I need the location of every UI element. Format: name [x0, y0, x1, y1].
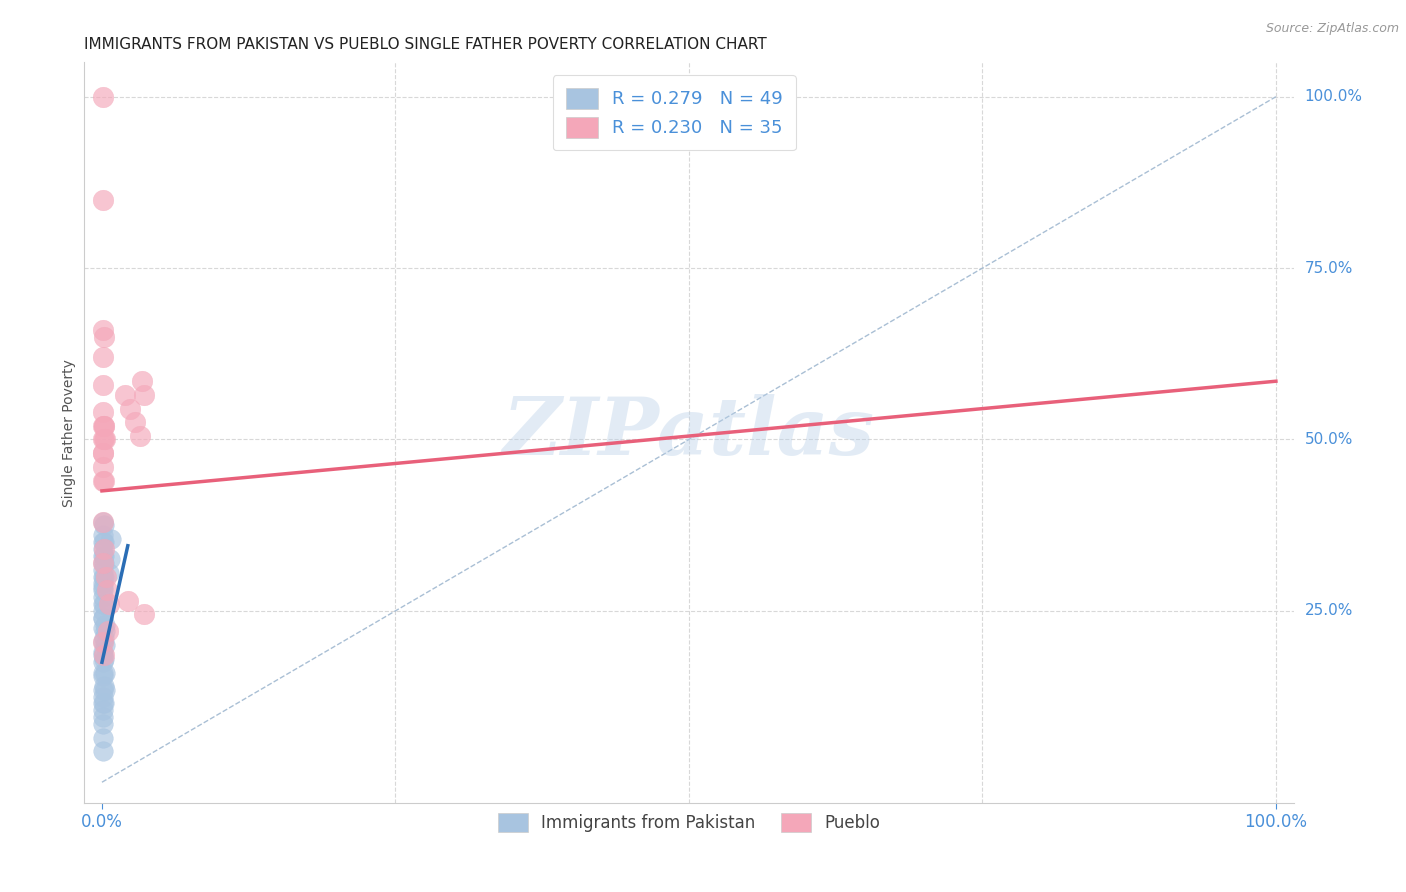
Point — [134, 388, 156, 402]
Point — [97, 624, 120, 639]
Point — [91, 669, 114, 683]
Point — [131, 374, 153, 388]
Point — [91, 433, 114, 447]
Point — [94, 624, 117, 639]
Point — [94, 682, 117, 697]
Point — [93, 638, 115, 652]
Point — [114, 388, 136, 402]
Text: 50.0%: 50.0% — [1305, 432, 1353, 447]
Point — [91, 542, 114, 557]
Point — [91, 576, 114, 591]
Point — [93, 556, 115, 570]
Point — [91, 193, 114, 207]
Point — [93, 418, 115, 433]
Text: IMMIGRANTS FROM PAKISTAN VS PUEBLO SINGLE FATHER POVERTY CORRELATION CHART: IMMIGRANTS FROM PAKISTAN VS PUEBLO SINGL… — [84, 37, 768, 52]
Point — [94, 617, 117, 632]
Point — [128, 429, 150, 443]
Point — [91, 621, 114, 635]
Y-axis label: Single Father Poverty: Single Father Poverty — [62, 359, 76, 507]
Point — [93, 632, 115, 646]
Point — [93, 518, 115, 533]
Point — [98, 597, 121, 611]
Point — [91, 597, 114, 611]
Point — [93, 433, 115, 447]
Point — [91, 446, 114, 460]
Point — [91, 634, 114, 648]
Point — [93, 535, 115, 549]
Point — [98, 552, 121, 566]
Point — [93, 329, 115, 343]
Point — [91, 703, 114, 717]
Point — [91, 717, 114, 731]
Point — [91, 611, 114, 625]
Legend: Immigrants from Pakistan, Pueblo: Immigrants from Pakistan, Pueblo — [491, 806, 887, 838]
Point — [96, 583, 118, 598]
Point — [91, 655, 114, 669]
Point — [93, 611, 115, 625]
Point — [117, 593, 139, 607]
Point — [91, 549, 114, 563]
Point — [91, 590, 114, 604]
Point — [98, 566, 121, 581]
Point — [93, 549, 115, 563]
Point — [91, 648, 114, 663]
Point — [91, 405, 114, 419]
Text: ZIPatlas: ZIPatlas — [503, 394, 875, 471]
Point — [93, 556, 115, 570]
Point — [120, 401, 142, 416]
Point — [91, 697, 114, 711]
Point — [93, 418, 115, 433]
Point — [91, 515, 114, 529]
Point — [91, 528, 114, 542]
Point — [91, 744, 114, 758]
Text: 100.0%: 100.0% — [1305, 89, 1362, 104]
Point — [93, 665, 115, 680]
Point — [94, 665, 117, 680]
Point — [91, 563, 114, 577]
Point — [94, 569, 117, 583]
Point — [91, 569, 114, 583]
Text: 25.0%: 25.0% — [1305, 603, 1353, 618]
Text: 75.0%: 75.0% — [1305, 260, 1353, 276]
Point — [91, 446, 114, 460]
Point — [93, 597, 115, 611]
Point — [93, 542, 115, 557]
Point — [93, 648, 115, 663]
Point — [93, 474, 115, 488]
Point — [91, 377, 114, 392]
Point — [124, 415, 146, 429]
Point — [93, 679, 115, 693]
Point — [94, 433, 117, 447]
Point — [91, 604, 114, 618]
Point — [93, 459, 115, 474]
Point — [91, 89, 114, 103]
Point — [91, 556, 114, 570]
Point — [91, 323, 114, 337]
Point — [93, 535, 115, 549]
Point — [93, 569, 115, 583]
Point — [134, 607, 156, 622]
Point — [93, 418, 115, 433]
Point — [91, 350, 114, 364]
Point — [91, 580, 114, 594]
Point — [93, 652, 115, 666]
Text: Source: ZipAtlas.com: Source: ZipAtlas.com — [1265, 22, 1399, 36]
Point — [93, 697, 115, 711]
Point — [93, 634, 115, 648]
Point — [93, 583, 115, 598]
Point — [93, 710, 115, 724]
Point — [93, 690, 115, 704]
Point — [100, 532, 122, 546]
Point — [93, 515, 115, 529]
Point — [91, 731, 114, 745]
Point — [91, 474, 114, 488]
Point — [93, 645, 115, 659]
Point — [91, 682, 114, 697]
